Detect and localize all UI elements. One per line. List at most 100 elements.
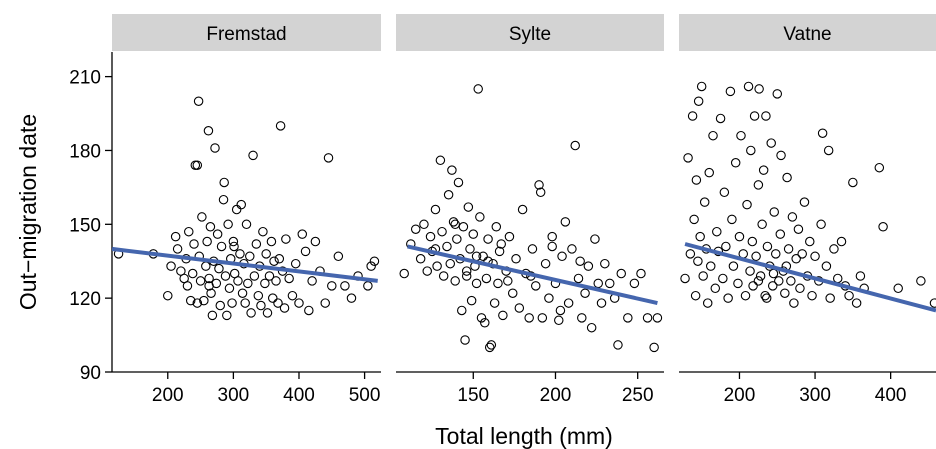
- data-point: [483, 234, 493, 244]
- data-point: [223, 219, 233, 230]
- data-point: [243, 278, 253, 289]
- data-point: [494, 246, 505, 257]
- data-point: [730, 158, 741, 168]
- facet-panel-vatne: Vatne 200 300 400: [679, 14, 936, 406]
- data-point: [493, 278, 503, 289]
- data-point: [547, 241, 557, 252]
- data-point: [468, 229, 479, 239]
- data-point: [771, 249, 781, 259]
- data-point: [710, 283, 721, 294]
- data-point: [507, 288, 518, 298]
- data-point: [187, 268, 198, 279]
- data-point: [795, 283, 805, 294]
- data-point: [712, 226, 722, 237]
- data-point: [248, 150, 258, 161]
- data-point: [816, 219, 826, 230]
- data-point: [240, 298, 250, 308]
- data-point: [780, 288, 790, 298]
- data-point: [212, 229, 223, 239]
- data-point: [486, 340, 497, 350]
- data-point: [206, 288, 216, 298]
- data-point: [261, 249, 271, 259]
- data-point: [215, 300, 226, 311]
- data-point: [829, 244, 839, 254]
- data-point: [855, 271, 866, 281]
- data-point: [733, 278, 743, 289]
- data-point: [220, 271, 231, 281]
- data-point: [616, 268, 627, 279]
- data-point: [524, 313, 534, 323]
- y-tick-label: 90: [80, 363, 101, 384]
- trend-line: [684, 242, 936, 313]
- data-point: [537, 313, 548, 323]
- data-point: [307, 276, 317, 286]
- data-point: [728, 261, 739, 271]
- facet-strip: [112, 14, 381, 51]
- data-point: [797, 249, 807, 259]
- data-point: [689, 214, 699, 225]
- data-point: [333, 251, 344, 262]
- data-point: [586, 322, 597, 333]
- data-point: [704, 167, 714, 178]
- data-point: [163, 290, 173, 301]
- data-point: [749, 111, 760, 121]
- data-point: [192, 160, 203, 170]
- facet-panel-fremstad: Fremstad 200 300 400 500: [112, 14, 381, 406]
- data-point: [323, 153, 334, 163]
- data-point: [264, 271, 275, 281]
- data-point: [786, 276, 796, 286]
- x-tick-label: 300: [218, 385, 250, 406]
- data-point: [836, 236, 847, 247]
- data-point: [534, 180, 544, 190]
- data-point: [498, 310, 508, 321]
- data-point: [817, 128, 828, 138]
- data-point: [544, 293, 554, 303]
- data-point: [761, 111, 771, 121]
- data-point: [491, 222, 502, 232]
- data-point: [227, 298, 237, 308]
- data-point: [241, 219, 252, 230]
- data-point: [652, 313, 663, 323]
- data-point: [573, 273, 584, 284]
- data-point: [184, 226, 194, 237]
- data-point: [273, 298, 283, 308]
- data-point: [189, 239, 199, 249]
- data-point: [623, 313, 633, 323]
- data-point: [758, 165, 769, 175]
- data-point: [766, 138, 776, 148]
- data-point: [718, 273, 728, 284]
- data-point: [327, 281, 337, 291]
- x-tick-label: 150: [457, 385, 489, 406]
- data-point: [575, 256, 585, 266]
- data-point: [297, 229, 308, 239]
- trend-line: [407, 244, 658, 306]
- data-point: [705, 261, 716, 271]
- data-point: [496, 239, 506, 249]
- data-point: [246, 308, 256, 318]
- data-point: [725, 86, 736, 97]
- data-point: [745, 266, 755, 276]
- data-point: [517, 204, 528, 215]
- data-point: [769, 207, 779, 217]
- data-point: [432, 261, 442, 271]
- data-point: [233, 276, 243, 286]
- data-point: [346, 293, 357, 303]
- data-points: [113, 96, 380, 321]
- data-point: [708, 130, 718, 141]
- data-point: [229, 241, 239, 252]
- data-point: [702, 298, 713, 308]
- data-point: [821, 261, 832, 271]
- trend-line: [112, 246, 378, 283]
- data-point: [755, 271, 766, 281]
- data-point: [260, 278, 270, 289]
- data-point: [789, 298, 799, 308]
- data-point: [776, 150, 786, 161]
- data-point: [775, 229, 786, 239]
- facet-strip: [679, 14, 936, 51]
- data-point: [613, 340, 623, 350]
- data-point: [690, 290, 701, 301]
- data-point: [237, 288, 248, 298]
- data-point: [547, 231, 557, 242]
- y-axis-ticks: 90 120 150 180 210: [69, 68, 112, 384]
- data-points: [680, 81, 936, 308]
